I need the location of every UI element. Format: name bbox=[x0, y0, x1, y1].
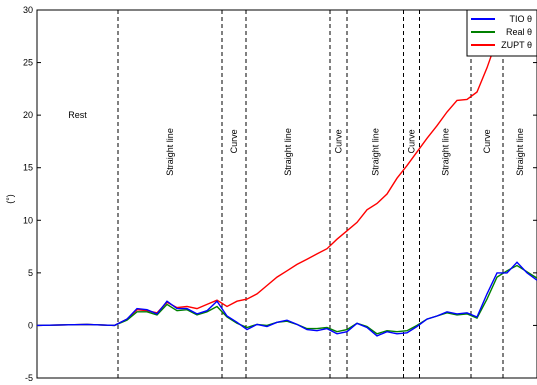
segment-label: Curve bbox=[482, 129, 492, 153]
legend: TIO θ Real θ ZUPT θ bbox=[466, 9, 537, 57]
series-lines bbox=[37, 10, 537, 337]
y-tick-label: 30 bbox=[23, 5, 33, 15]
y-tick-label: 0 bbox=[28, 320, 33, 330]
y-tick-label: -5 bbox=[25, 373, 33, 383]
segment-label: Straight line bbox=[515, 128, 525, 176]
segment-label: Rest bbox=[68, 110, 87, 120]
y-axis-label: (°) bbox=[5, 194, 15, 204]
segment-dividers bbox=[117, 10, 504, 378]
segment-label: Straight line bbox=[283, 128, 293, 176]
y-tick-label: 5 bbox=[28, 268, 33, 278]
legend-label: TIO θ bbox=[509, 14, 532, 24]
legend-label: Real θ bbox=[506, 27, 532, 37]
y-axis-ticks: -5 0 5 10 15 20 25 30 bbox=[23, 5, 537, 383]
segment-label: Curve bbox=[229, 129, 239, 153]
segment-label: Curve bbox=[407, 129, 417, 153]
y-tick-label: 20 bbox=[23, 110, 33, 120]
segment-label: Straight line bbox=[370, 128, 380, 176]
y-tick-label: 25 bbox=[23, 58, 33, 68]
y-tick-label: 10 bbox=[23, 215, 33, 225]
y-tick-label: 15 bbox=[23, 163, 33, 173]
segment-label: Straight line bbox=[165, 128, 175, 176]
segment-labels: Rest Straight line Curve Straight line Curve… bbox=[68, 110, 525, 176]
segment-label: Straight line bbox=[440, 128, 450, 176]
series-line bbox=[37, 264, 537, 335]
series-line bbox=[37, 261, 537, 337]
plot-frame bbox=[36, 9, 537, 379]
segment-label: Curve bbox=[334, 129, 344, 153]
legend-label: ZUPT θ bbox=[501, 40, 532, 50]
